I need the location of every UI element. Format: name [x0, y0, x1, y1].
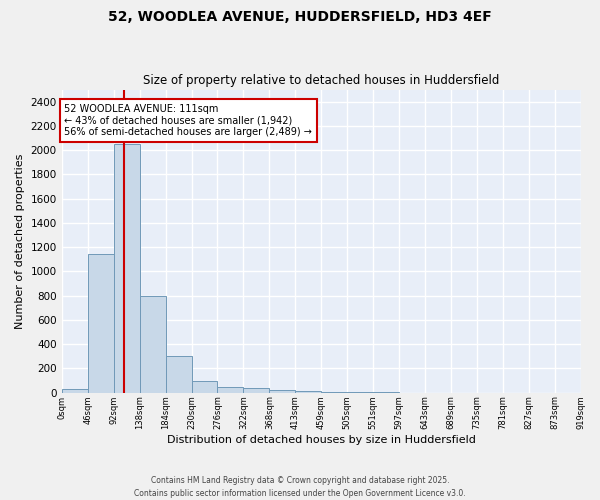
Text: 52 WOODLEA AVENUE: 111sqm
← 43% of detached houses are smaller (1,942)
56% of se: 52 WOODLEA AVENUE: 111sqm ← 43% of detac…: [64, 104, 313, 138]
Title: Size of property relative to detached houses in Huddersfield: Size of property relative to detached ho…: [143, 74, 499, 87]
X-axis label: Distribution of detached houses by size in Huddersfield: Distribution of detached houses by size …: [167, 435, 476, 445]
Text: 52, WOODLEA AVENUE, HUDDERSFIELD, HD3 4EF: 52, WOODLEA AVENUE, HUDDERSFIELD, HD3 4E…: [108, 10, 492, 24]
Bar: [217, 386, 244, 392]
Bar: [244, 388, 269, 392]
Bar: [295, 391, 321, 392]
Bar: [62, 389, 88, 392]
Bar: [88, 254, 113, 392]
Bar: [140, 296, 166, 392]
Bar: [166, 356, 191, 392]
Bar: [191, 380, 217, 392]
Y-axis label: Number of detached properties: Number of detached properties: [15, 154, 25, 329]
Text: Contains HM Land Registry data © Crown copyright and database right 2025.
Contai: Contains HM Land Registry data © Crown c…: [134, 476, 466, 498]
Bar: [269, 390, 295, 392]
Bar: [113, 144, 140, 392]
